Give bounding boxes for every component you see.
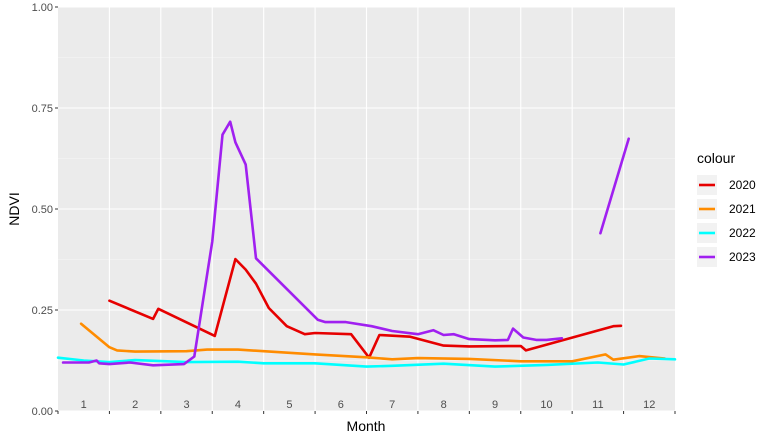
x-tick-label: 12 [643, 399, 655, 411]
x-tick-label: 1 [81, 399, 87, 411]
x-tick-label: 10 [540, 399, 552, 411]
legend-label-2022: 2022 [729, 226, 756, 240]
series-line-2023 [599, 137, 631, 235]
legend: colour 2020 2021 2022 2023 [697, 150, 756, 267]
y-axis-ticks: 0.00 0.25 0.50 0.75 1.00 [32, 2, 58, 418]
x-tick-label: 7 [389, 399, 395, 411]
series-line-2022 [56, 356, 677, 368]
x-tick-label: 6 [338, 399, 344, 411]
x-tick-label: 2 [132, 399, 138, 411]
x-tick-label: 5 [286, 399, 292, 411]
legend-title: colour [697, 150, 735, 166]
series-line-2020 [108, 257, 623, 360]
y-tick-label: 0.00 [32, 406, 53, 418]
legend-label-2021: 2021 [729, 202, 756, 216]
y-tick-label: 1.00 [32, 2, 53, 14]
x-tick-label: 11 [592, 399, 603, 411]
y-tick-label: 0.25 [32, 305, 53, 317]
y-tick-label: 0.50 [32, 204, 53, 216]
x-tick-label: 8 [441, 399, 447, 411]
series-lines [56, 120, 677, 368]
x-tick-label: 9 [492, 399, 498, 411]
y-axis-title: NDVI [6, 192, 22, 225]
series-line-2023 [61, 120, 564, 367]
x-axis-ticks: 1 2 3 4 5 6 7 8 9 10 11 12 [57, 399, 676, 414]
series-line-2021 [79, 322, 667, 363]
x-axis-title: Month [347, 418, 386, 434]
legend-label-2020: 2020 [729, 178, 756, 192]
legend-label-2023: 2023 [729, 250, 756, 264]
x-tick-label: 4 [235, 399, 241, 411]
y-tick-label: 0.75 [32, 103, 53, 115]
x-tick-label: 3 [183, 399, 189, 411]
